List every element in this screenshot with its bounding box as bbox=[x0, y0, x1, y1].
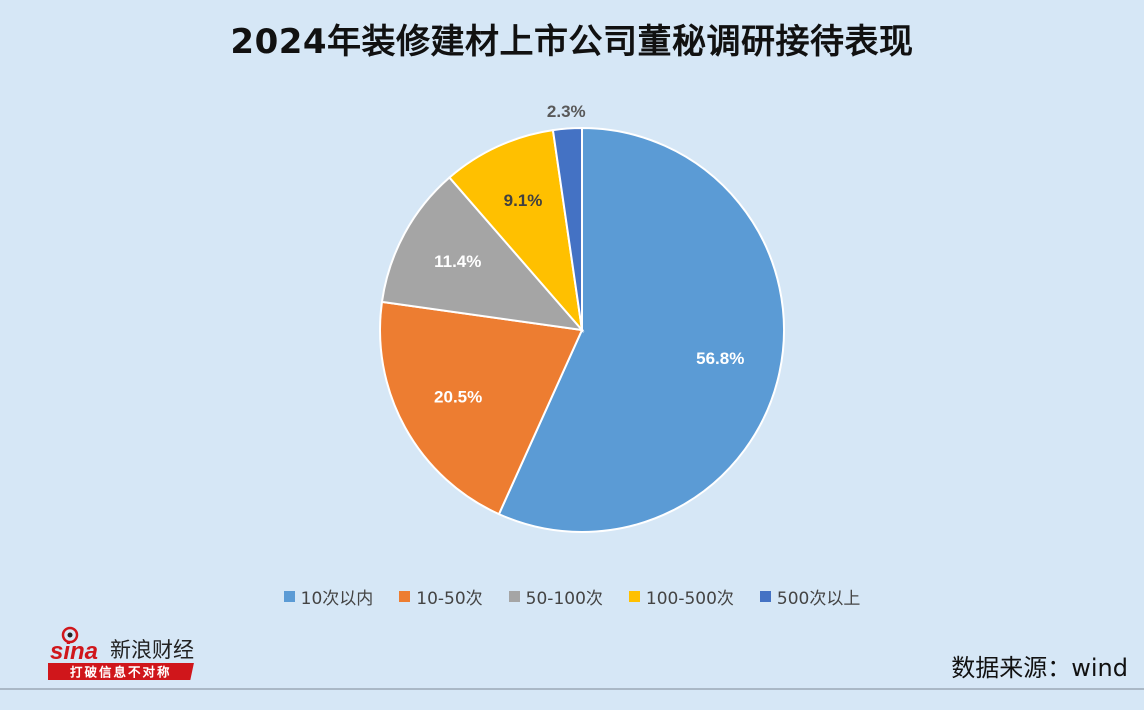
legend-label: 10次以内 bbox=[300, 589, 374, 609]
slice-100-500 bbox=[448, 128, 584, 334]
logo-name: 新浪财经 bbox=[110, 638, 194, 662]
data-label: 11.4% bbox=[434, 252, 481, 271]
legend-swatch bbox=[399, 591, 411, 602]
legend-label: 50-100次 bbox=[525, 589, 603, 609]
legend-item-500-plus: 500次以上 bbox=[759, 584, 861, 609]
legend-swatch bbox=[759, 591, 771, 602]
logo-brand: sina bbox=[50, 638, 98, 665]
legend-swatch bbox=[283, 591, 295, 602]
legend-item-50-100: 50-100次 bbox=[508, 584, 603, 609]
chart-title: 2024年装修建材上市公司董秘调研接待表现 bbox=[230, 22, 914, 62]
logo-slogan-banner bbox=[48, 663, 194, 680]
legend: 10次以内 10-50次 50-100次 100-500次 500次以上 bbox=[0, 584, 1144, 609]
logo-slogan: 打破信息不对称 bbox=[70, 665, 172, 680]
legend-item-100-500: 100-500次 bbox=[628, 584, 734, 609]
data-source: 数据来源：wind bbox=[951, 654, 1128, 682]
slice-10-50 bbox=[379, 300, 584, 516]
slice-10-or-less bbox=[497, 126, 785, 533]
slice-500-plus bbox=[551, 126, 583, 331]
legend-label: 100-500次 bbox=[645, 589, 734, 609]
data-label: 20.5% bbox=[434, 388, 482, 407]
sina-finance-logo: sina 新浪财经 打破信息不对称 bbox=[48, 626, 194, 680]
slice-50-100 bbox=[380, 176, 585, 332]
bottom-divider bbox=[0, 688, 1144, 690]
legend-label: 500次以上 bbox=[776, 589, 861, 609]
data-label: 56.8% bbox=[696, 349, 744, 368]
legend-item-10-or-less: 10次以内 bbox=[283, 584, 374, 609]
data-label: 9.1% bbox=[504, 191, 543, 210]
legend-label: 10-50次 bbox=[416, 589, 483, 609]
sina-eye-icon bbox=[61, 626, 79, 644]
legend-swatch bbox=[628, 591, 640, 602]
legend-item-10-50: 10-50次 bbox=[399, 584, 483, 609]
data-label: 2.3% bbox=[547, 102, 586, 121]
legend-swatch bbox=[508, 591, 520, 602]
